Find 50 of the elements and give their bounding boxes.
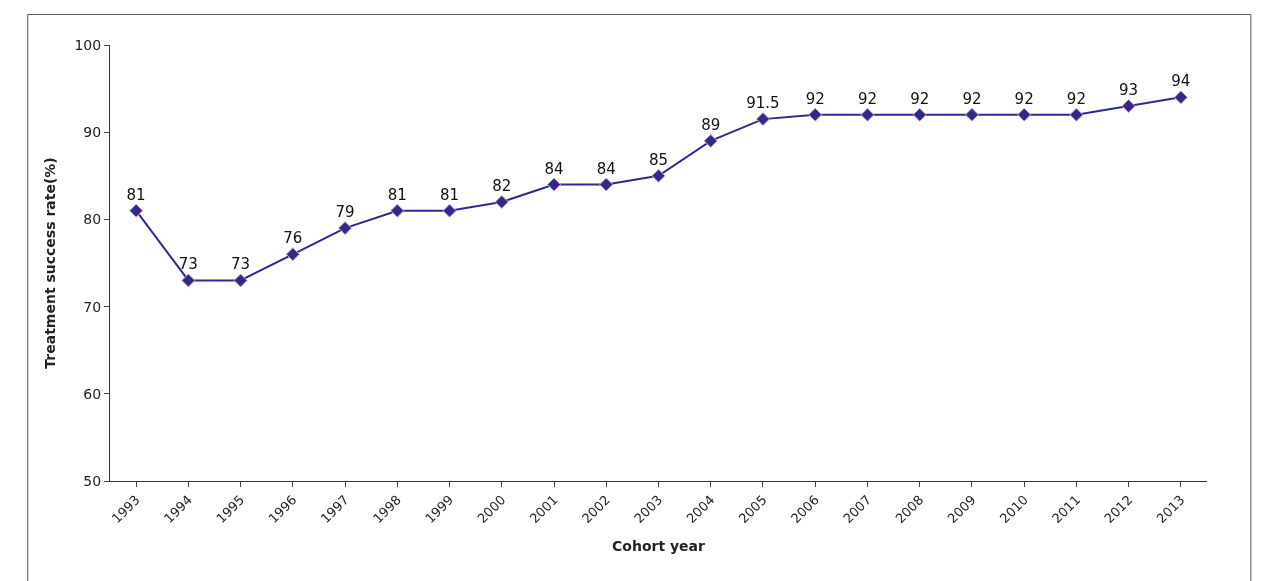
point — [1121, 99, 1136, 114]
point — [285, 247, 300, 262]
data-label: 92 — [962, 89, 982, 108]
point — [912, 107, 927, 122]
data-label: 92 — [857, 89, 877, 108]
point — [599, 177, 614, 192]
y-tick-label: 60 — [83, 385, 102, 402]
point — [1069, 107, 1084, 122]
point — [703, 133, 718, 148]
data-label: 93 — [1119, 81, 1139, 100]
x-axis-title: Cohort year — [612, 537, 706, 554]
data-label: 92 — [1066, 89, 1086, 108]
y-tick-label: 50 — [83, 472, 102, 489]
y-axis-title: Treatment success rate(%) — [42, 157, 59, 369]
point — [129, 203, 144, 218]
data-label: 81 — [387, 185, 407, 204]
data-label: 85 — [648, 150, 669, 169]
point — [755, 112, 770, 127]
data-label: 91.5 — [746, 94, 780, 113]
data-label: 84 — [596, 159, 616, 178]
data-label: 73 — [231, 255, 251, 274]
data-label: 89 — [701, 115, 721, 134]
data-label: 81 — [440, 185, 460, 204]
point — [1017, 107, 1032, 122]
data-label: 92 — [910, 89, 930, 108]
data-label: 76 — [283, 229, 303, 248]
y-tick-label: 90 — [83, 124, 102, 141]
point — [181, 273, 196, 288]
point — [390, 203, 405, 218]
point — [860, 107, 875, 122]
data-label: 81 — [126, 185, 146, 204]
point — [442, 203, 457, 218]
point — [964, 107, 979, 122]
point — [651, 168, 666, 183]
point — [547, 177, 562, 192]
data-label: 94 — [1171, 72, 1191, 91]
data-label: 92 — [805, 89, 825, 108]
y-tick-label: 80 — [83, 211, 102, 228]
point — [233, 273, 248, 288]
data-label: 73 — [178, 255, 198, 274]
y-tick-label: 100 — [74, 36, 102, 53]
data-label: 79 — [335, 203, 355, 222]
point — [338, 221, 353, 236]
point — [808, 107, 823, 122]
data-label: 92 — [1014, 89, 1034, 108]
point — [494, 194, 509, 209]
point — [1173, 90, 1188, 105]
y-tick-label: 70 — [83, 298, 102, 315]
data-label: 82 — [492, 176, 512, 195]
data-label: 84 — [544, 159, 564, 178]
